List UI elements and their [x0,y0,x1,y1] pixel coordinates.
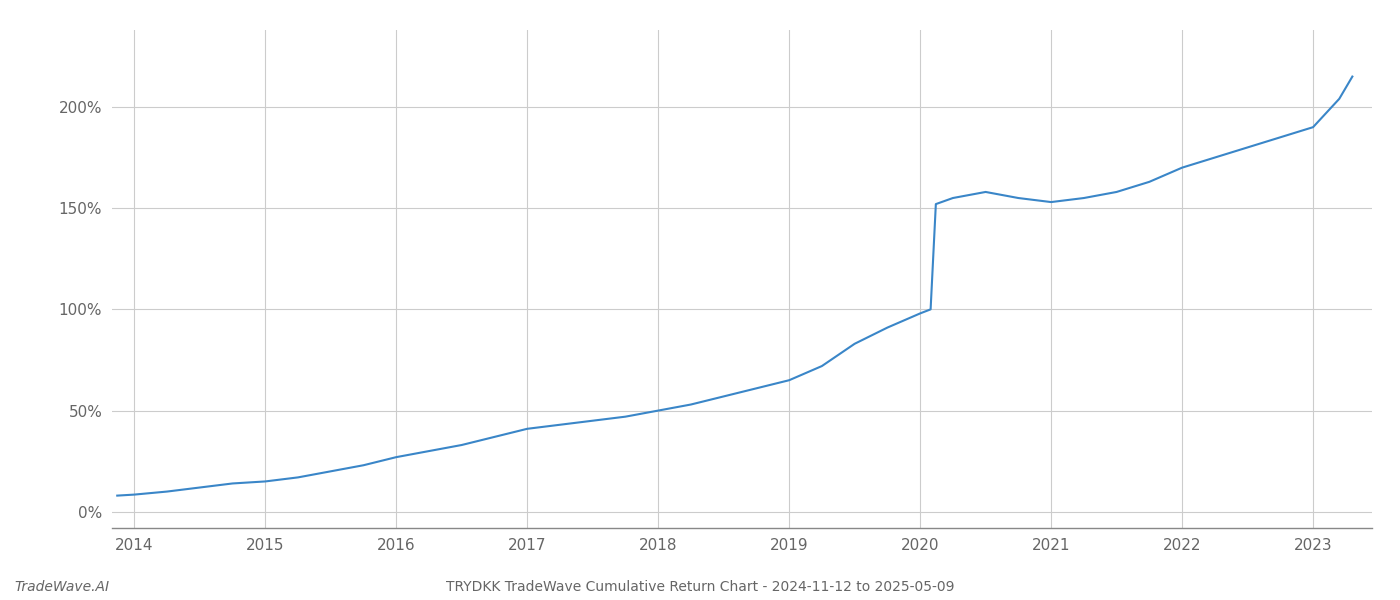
Text: TradeWave.AI: TradeWave.AI [14,580,109,594]
Text: TRYDKK TradeWave Cumulative Return Chart - 2024-11-12 to 2025-05-09: TRYDKK TradeWave Cumulative Return Chart… [445,580,955,594]
